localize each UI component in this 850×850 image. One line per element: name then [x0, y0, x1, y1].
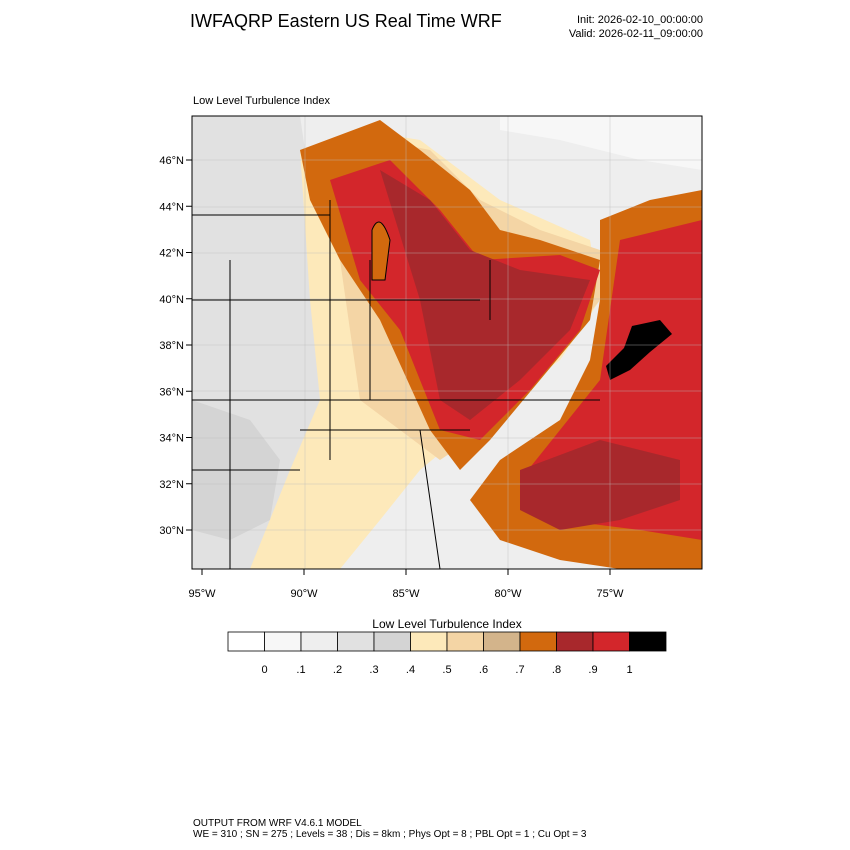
lon-label: 80°W — [494, 588, 522, 600]
lat-label: 34°N — [159, 433, 184, 445]
colorbar-box — [373, 631, 411, 652]
colorbar-box — [264, 631, 302, 652]
colorbar-label: .5 — [442, 664, 451, 676]
colorbar-box — [446, 631, 484, 652]
footer-line: WE = 310 ; SN = 275 ; Levels = 38 ; Dis … — [193, 829, 587, 840]
colorbar-label: 0 — [261, 664, 267, 676]
colorbar-box — [410, 631, 448, 652]
colorbar-box — [227, 631, 265, 652]
colorbar-label: .8 — [552, 664, 561, 676]
colorbar-box — [337, 631, 375, 652]
map-field — [192, 116, 702, 569]
colorbar-label: .3 — [369, 664, 378, 676]
colorbar-label: .1 — [296, 664, 305, 676]
lon-label: 95°W — [188, 588, 216, 600]
colorbar-label: .2 — [333, 664, 342, 676]
map-subtitle: Low Level Turbulence Index — [193, 95, 330, 107]
lat-label: 30°N — [159, 525, 184, 537]
lat-label: 38°N — [159, 340, 184, 352]
colorbar-box — [556, 631, 594, 652]
colorbar-box — [300, 631, 338, 652]
lat-label: 36°N — [159, 386, 184, 398]
colorbar-box — [629, 631, 667, 652]
colorbar-label: 1 — [626, 664, 632, 676]
colorbar-box — [519, 631, 557, 652]
lat-label: 46°N — [159, 155, 184, 167]
lat-label: 44°N — [159, 201, 184, 213]
colorbar-box — [483, 631, 521, 652]
lon-label: 75°W — [596, 588, 624, 600]
colorbar-label: .4 — [406, 664, 415, 676]
lat-label: 32°N — [159, 479, 184, 491]
colorbar-title: Low Level Turbulence Index — [372, 617, 521, 631]
title: IWFAQRP Eastern US Real Time WRF — [190, 11, 502, 31]
lon-label: 90°W — [290, 588, 318, 600]
lat-label: 42°N — [159, 248, 184, 260]
lon-label: 85°W — [392, 588, 420, 600]
init-time: Init: 2026-02-10_00:00:00 — [577, 14, 703, 26]
colorbar-label: .9 — [588, 664, 597, 676]
valid-time: Valid: 2026-02-11_09:00:00 — [569, 28, 703, 40]
colorbar-label: .6 — [479, 664, 488, 676]
colorbar-box — [592, 631, 630, 652]
footer-line: OUTPUT FROM WRF V4.6.1 MODEL — [193, 818, 362, 829]
lat-label: 40°N — [159, 294, 184, 306]
map-frame — [191, 115, 703, 570]
colorbar-label: .7 — [515, 664, 524, 676]
